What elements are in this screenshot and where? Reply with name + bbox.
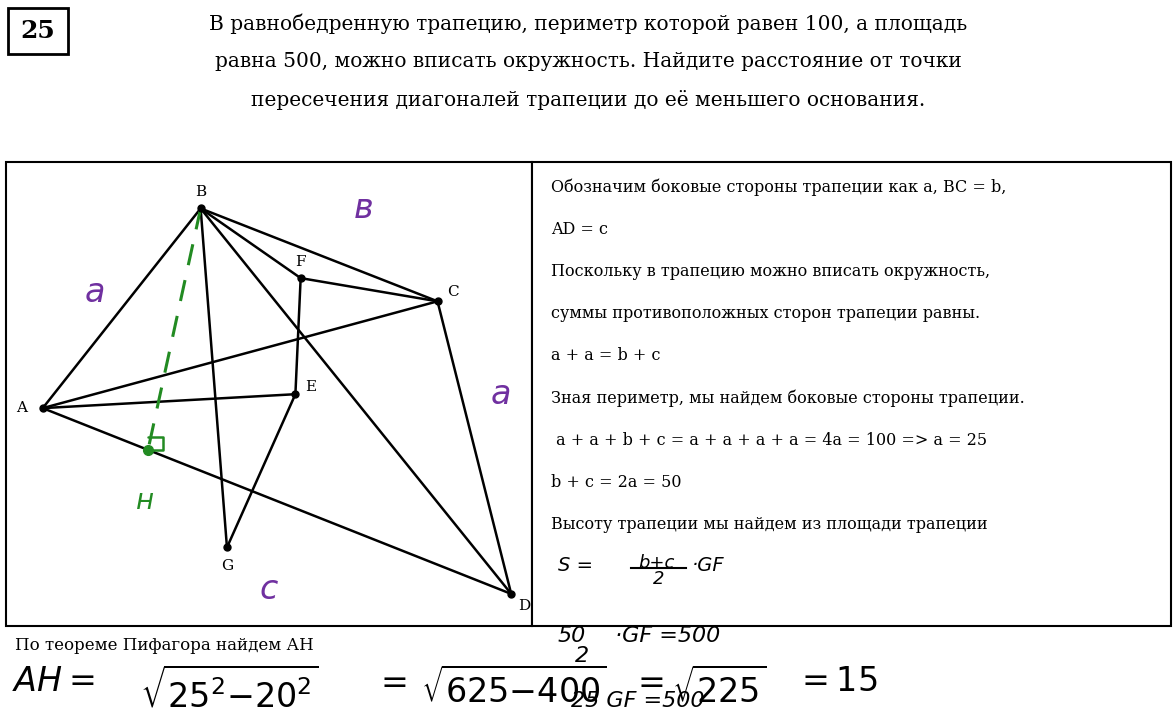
Text: 2: 2 [575, 646, 589, 666]
Text: 2: 2 [652, 570, 664, 588]
Text: суммы противоположных сторон трапеции равны.: суммы противоположных сторон трапеции ра… [551, 305, 981, 322]
Text: $=15$: $=15$ [795, 666, 878, 698]
Text: ·GF: ·GF [692, 557, 725, 575]
Text: AD = c: AD = c [551, 220, 609, 238]
Text: Высоту трапеции мы найдем из площади трапеции: Высоту трапеции мы найдем из площади тра… [551, 516, 988, 534]
Text: $=$: $=$ [631, 666, 664, 698]
Text: Обозначим боковые стороны трапеции как a, BC = b,: Обозначим боковые стороны трапеции как a… [551, 179, 1007, 196]
Text: с: с [260, 572, 278, 606]
Text: В равнобедренную трапецию, периметр которой равен 100, а площадь: В равнобедренную трапецию, периметр кото… [209, 14, 967, 35]
Text: A: A [16, 401, 27, 415]
Text: b+c: b+c [639, 554, 676, 572]
Text: F: F [295, 255, 306, 269]
Text: ·GF =500: ·GF =500 [616, 626, 720, 646]
Text: E: E [306, 380, 317, 395]
Text: a: a [85, 276, 106, 309]
Text: По теореме Пифагора найдем АН: По теореме Пифагора найдем АН [15, 637, 314, 654]
Text: $=$: $=$ [374, 666, 407, 698]
Text: 25 GF =500: 25 GF =500 [571, 691, 704, 711]
Text: равна 500, можно вписать окружность. Найдите расстояние от точки: равна 500, можно вписать окружность. Най… [215, 52, 961, 71]
Text: 50: 50 [558, 626, 586, 646]
Text: $\sqrt{25^2{-}20^2}$: $\sqrt{25^2{-}20^2}$ [140, 668, 320, 716]
Text: C: C [448, 285, 459, 299]
Text: a + a = b + c: a + a = b + c [551, 347, 662, 364]
Bar [8, 8, 68, 54]
Text: $\sqrt{625{-}400}$: $\sqrt{625{-}400}$ [421, 668, 606, 710]
Text: b + c = 2a = 50: b + c = 2a = 50 [551, 474, 681, 491]
Text: D: D [518, 598, 530, 613]
Text: Поскольку в трапецию можно вписать окружность,: Поскольку в трапецию можно вписать окруж… [551, 263, 991, 280]
Text: a + a + b + c = a + a + a + a = 4a = 100 => a = 25: a + a + b + c = a + a + a + a = 4a = 100… [551, 432, 987, 449]
Text: н: н [136, 487, 154, 515]
Text: 25: 25 [21, 19, 55, 43]
Text: G: G [221, 559, 233, 573]
Text: a: a [490, 378, 511, 410]
Text: в: в [354, 192, 374, 225]
Text: Зная периметр, мы найдем боковые стороны трапеции.: Зная периметр, мы найдем боковые стороны… [551, 390, 1026, 407]
Text: $АН=$: $АН=$ [12, 666, 94, 698]
Text: пересечения диагоналей трапеции до её меньшего основания.: пересечения диагоналей трапеции до её ме… [251, 90, 925, 110]
Text: $\sqrt{225}$: $\sqrt{225}$ [672, 668, 766, 710]
Text: B: B [195, 185, 206, 199]
Text: S =: S = [558, 557, 593, 575]
